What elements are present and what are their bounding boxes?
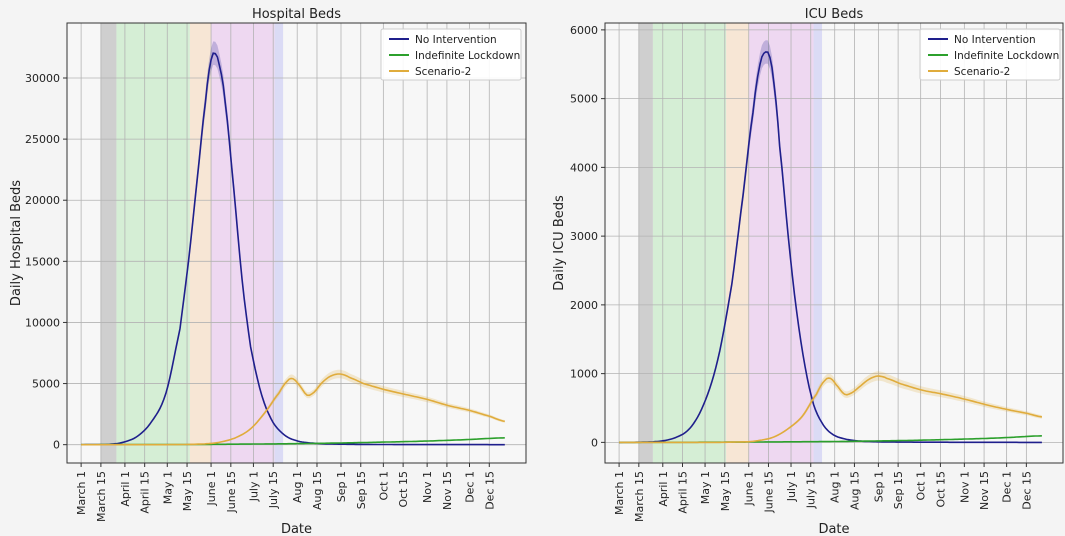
legend-label: Scenario-2 [954, 66, 1010, 78]
x-tick-label: Nov 15 [441, 471, 454, 510]
y-tick-label: 0 [591, 436, 598, 449]
y-tick-label: 25000 [25, 133, 60, 146]
legend-label: Indefinite Lockdown [415, 50, 520, 62]
y-tick-label: 5000 [32, 378, 60, 391]
x-tick-label: Aug 15 [848, 471, 861, 510]
plot-frame [604, 22, 1064, 464]
shaded-period-band [652, 23, 727, 463]
x-tick-label: July 15 [267, 471, 280, 509]
hospital-beds-panel: 0 5000 10000 15000 20000 25000 30000 March 1 Ma… [9, 7, 527, 536]
legend-label: No Intervention [954, 34, 1036, 46]
legend-label: Scenario-2 [415, 66, 471, 78]
x-axis-label: Date [818, 522, 849, 536]
x-tick-label: Sep 1 [335, 471, 348, 502]
y-tick-label: 20000 [25, 194, 60, 207]
x-tick-label: Dec 1 [1001, 471, 1014, 503]
x-tick-label: June 1 [205, 471, 218, 506]
x-tick-label: May 1 [161, 471, 174, 504]
x-tick-label: March 15 [95, 471, 108, 522]
series-line [619, 51, 1042, 444]
x-tick-label: Aug 1 [291, 471, 304, 503]
x-tick-label: April 1 [119, 471, 132, 507]
x-tick-label: Dec 15 [1020, 471, 1033, 510]
x-tick-label: June 1 [743, 471, 756, 506]
y-tick-label: 1000 [570, 368, 598, 381]
x-tick-label: April 1 [657, 471, 670, 507]
legend-box [919, 28, 1061, 81]
x-tick-label: Aug 15 [311, 471, 324, 510]
x-tick-label: Aug 1 [829, 471, 842, 503]
y-tick-label: 6000 [570, 24, 598, 37]
x-tick-label: Dec 1 [464, 471, 477, 503]
x-tick-label: Oct 1 [377, 471, 390, 501]
x-tick-label: July 15 [805, 471, 818, 509]
x-tick-label: Sep 15 [892, 471, 905, 509]
legend-box [380, 28, 522, 81]
chart-title: Hospital Beds [252, 7, 341, 22]
chart-title: ICU Beds [805, 7, 864, 22]
y-axis-label: Daily Hospital Beds [9, 180, 24, 306]
x-axis-label: Date [281, 522, 312, 536]
y-tick-label: 5000 [570, 93, 598, 106]
y-tick-label: 3000 [570, 230, 598, 243]
x-tick-label: Sep 15 [355, 471, 368, 509]
series-line [81, 52, 505, 446]
legend-label: No Intervention [415, 34, 497, 46]
y-axis-label: Daily ICU Beds [552, 195, 567, 291]
legend: No Intervention Indefinite Lockdown Scenar… [919, 28, 1061, 81]
x-tick-label: Sep 1 [872, 471, 885, 502]
x-tick-label: Nov 1 [958, 471, 971, 503]
x-tick-label: Oct 1 [915, 471, 928, 501]
shaded-period-band [116, 23, 190, 463]
icu-beds-panel: 0 1000 2000 3000 4000 5000 6000 March 1 March 1… [552, 7, 1064, 536]
series-line [619, 375, 1043, 444]
x-tick-label: Oct 15 [397, 471, 410, 508]
legend-label: Indefinite Lockdown [954, 50, 1059, 62]
shaded-period-band [211, 23, 275, 463]
shaded-period-band [100, 23, 117, 463]
plot-frame [66, 22, 527, 464]
shaded-period-band [638, 23, 653, 463]
x-tick-label: June 15 [762, 471, 775, 513]
x-tick-label: March 1 [613, 471, 626, 515]
shaded-period-band [189, 23, 212, 463]
x-tick-label: April 15 [139, 471, 152, 514]
y-tick-label: 15000 [25, 255, 60, 268]
x-tick-label: June 15 [225, 471, 238, 513]
y-tick-label: 0 [53, 439, 60, 452]
x-tick-label: April 15 [677, 471, 690, 514]
series-line [81, 373, 505, 446]
shaded-period-band [813, 23, 823, 463]
x-tick-label: May 15 [181, 471, 194, 511]
y-tick-label: 10000 [25, 316, 60, 329]
x-tick-label: Nov 1 [421, 471, 434, 503]
x-tick-label: May 1 [699, 471, 712, 504]
x-tick-label: July 1 [785, 471, 798, 502]
x-tick-label: May 15 [719, 471, 732, 511]
x-tick-label: March 15 [633, 471, 646, 522]
y-tick-label: 2000 [570, 299, 598, 312]
y-tick-label: 30000 [25, 72, 60, 85]
y-tick-label: 4000 [570, 161, 598, 174]
shaded-period-band [748, 23, 814, 463]
x-tick-label: Oct 15 [934, 471, 947, 508]
x-tick-label: March 1 [75, 471, 88, 515]
legend: No Intervention Indefinite Lockdown Scenar… [380, 28, 522, 81]
shaded-period-band [274, 23, 284, 463]
x-tick-label: Dec 15 [483, 471, 496, 510]
x-tick-label: Nov 15 [978, 471, 991, 510]
x-tick-label: July 1 [247, 471, 260, 502]
